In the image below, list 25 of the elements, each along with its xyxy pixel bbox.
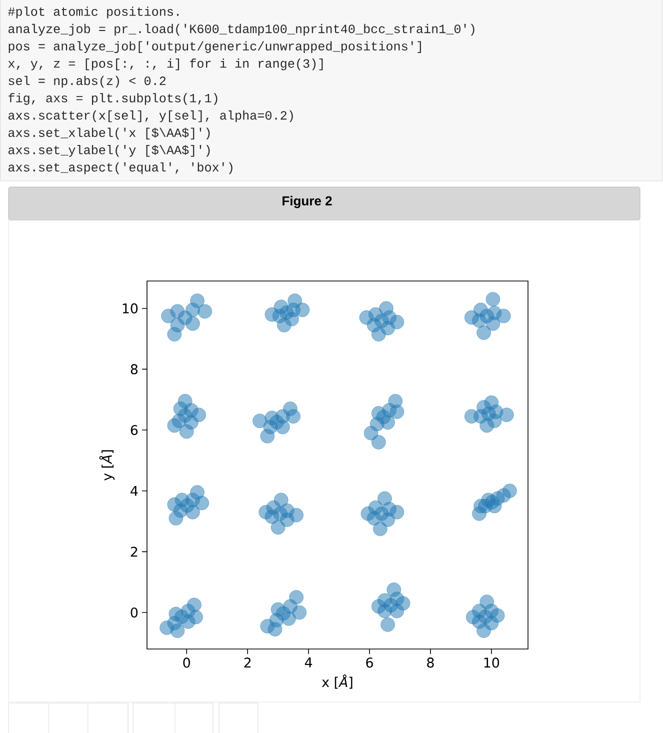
y-tick-label: 8	[130, 364, 138, 374]
y-tick-label: 4	[130, 486, 138, 496]
text: sel = np.abs(z) < 0.2	[8, 76, 166, 88]
chart-title: Figure 2	[282, 196, 332, 208]
text: axs.set_xlabel('x [$\AA$]')	[8, 128, 210, 140]
y-tick-label: 0	[130, 607, 138, 618]
text: axs.set_aspect('equal', 'box')	[8, 162, 232, 174]
x-tick-label: 2	[244, 658, 250, 668]
x-tick-label: 8	[427, 658, 434, 668]
y-tick-label: 2	[130, 546, 138, 557]
x-tick-label: 6	[366, 658, 373, 668]
y-axis-title: y [Å]	[99, 450, 115, 481]
y-tick-label: 6	[130, 424, 138, 436]
text: axs.set_ylabel('y [$\AA$]')	[8, 145, 210, 157]
text: fig, axs = plt.subplots(1,1)	[8, 93, 218, 105]
text: #plot atomic positions.	[8, 6, 179, 18]
text: pos = analyze_job['output/generic/unwrapped_positions']	[8, 41, 421, 53]
x-tick-label: 4	[304, 658, 312, 668]
text: axs.scatter(x[sel], y[sel], alpha=0.2)	[8, 110, 293, 122]
text: analyze_job = pr_.load('K600_tdamp100_nprint40_bcc_strain1_0')	[8, 24, 474, 36]
x-tick-label: 0	[183, 658, 190, 668]
text: x, y, z = [pos[:, :, i] for i in range(3)]	[8, 58, 323, 70]
x-axis-title: x [Å]	[322, 674, 352, 689]
x-tick-label: 10	[484, 658, 500, 668]
y-tick-label: 10	[122, 303, 138, 314]
